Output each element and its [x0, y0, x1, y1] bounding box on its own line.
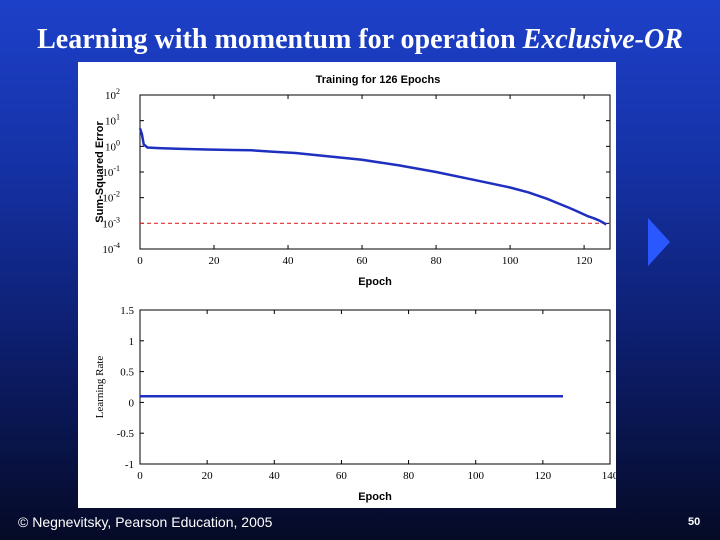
rate-y-tick-label: 1 [129, 336, 135, 348]
rate-x-tick-label: 60 [336, 470, 348, 482]
error-x-ticks: 0 20 40 60 80 100 120 [137, 95, 593, 267]
error-chart: Training for 126 Epochs 102 101 100 10-1 10-… [94, 74, 611, 288]
rate-x-ticks: 0 20 40 60 80 100 120 140 [137, 310, 616, 482]
error-plot-frame [139, 94, 611, 250]
rate-y-label: Learning Rate [94, 356, 106, 419]
error-chart-title: Training for 126 Epochs [316, 74, 441, 86]
slide-title-emphasis: Exclusive-OR [522, 24, 683, 55]
rate-x-tick-label: 40 [269, 470, 281, 482]
rate-x-tick-label: 120 [535, 470, 552, 482]
rate-y-tick-label: 0.5 [120, 367, 134, 379]
rate-plot-frame [139, 309, 611, 465]
page-number: 50 [688, 516, 701, 528]
rate-x-label: Epoch [358, 491, 392, 503]
rate-y-ticks: 1.5 1 0.5 0 -0.5 -1 [117, 305, 610, 471]
error-x-tick-label: 20 [209, 255, 221, 267]
rate-y-tick-label: -0.5 [117, 428, 135, 440]
error-x-tick-label: 40 [283, 255, 295, 267]
error-y-tick-label: 10-1 [102, 164, 120, 179]
error-y-tick-label: 10-4 [102, 241, 120, 256]
error-y-tick-label: 102 [105, 87, 120, 102]
error-y-tick-label: 10-2 [102, 190, 120, 205]
chart-svg: Training for 126 Epochs 10210110010-110-… [94, 74, 616, 503]
error-y-ticks: 102 101 100 10-1 10-2 10-3 10-4 [102, 87, 610, 256]
chart-panel: Training for 126 Epochs 102 101 100 10-1 10-… [78, 62, 616, 508]
rate-x-tick-label: 20 [202, 470, 214, 482]
rate-x-tick-label: 100 [467, 470, 484, 482]
slide-title-main: Learning with momentum for operation [37, 24, 523, 55]
error-series-line [138, 128, 607, 226]
error-x-tick-label: 60 [357, 255, 369, 267]
error-y-tick-label: 10-3 [102, 215, 120, 230]
rate-y-tick-label: 1.5 [120, 305, 134, 317]
error-y-label: Sum-Squared Error [94, 121, 106, 223]
error-y-tick-label: 101 [105, 113, 120, 128]
error-x-tick-label: 80 [431, 255, 443, 267]
rate-x-tick-label: 140 [602, 470, 616, 482]
rate-x-tick-label: 0 [137, 470, 143, 482]
error-x-tick-label: 100 [502, 255, 519, 267]
slide-title: Learning with momentum for operation Exc… [0, 24, 720, 56]
rate-y-tick-label: 0 [129, 397, 135, 409]
chevron-right-icon [648, 218, 670, 266]
error-x-tick-label: 120 [576, 255, 593, 267]
error-x-label: Epoch [358, 276, 392, 288]
learning-rate-chart: 1.510.50-0.5-1 0 20 40 60 80 100 120 140 Epoch … [94, 305, 616, 503]
error-x-tick-label: 0 [137, 255, 143, 267]
error-y-tick-label: 100 [105, 138, 120, 153]
rate-y-tick-label: -1 [125, 459, 134, 471]
rate-x-tick-label: 80 [403, 470, 415, 482]
copyright-notice: © Negnevitsky, Pearson Education, 2005 [18, 514, 273, 530]
